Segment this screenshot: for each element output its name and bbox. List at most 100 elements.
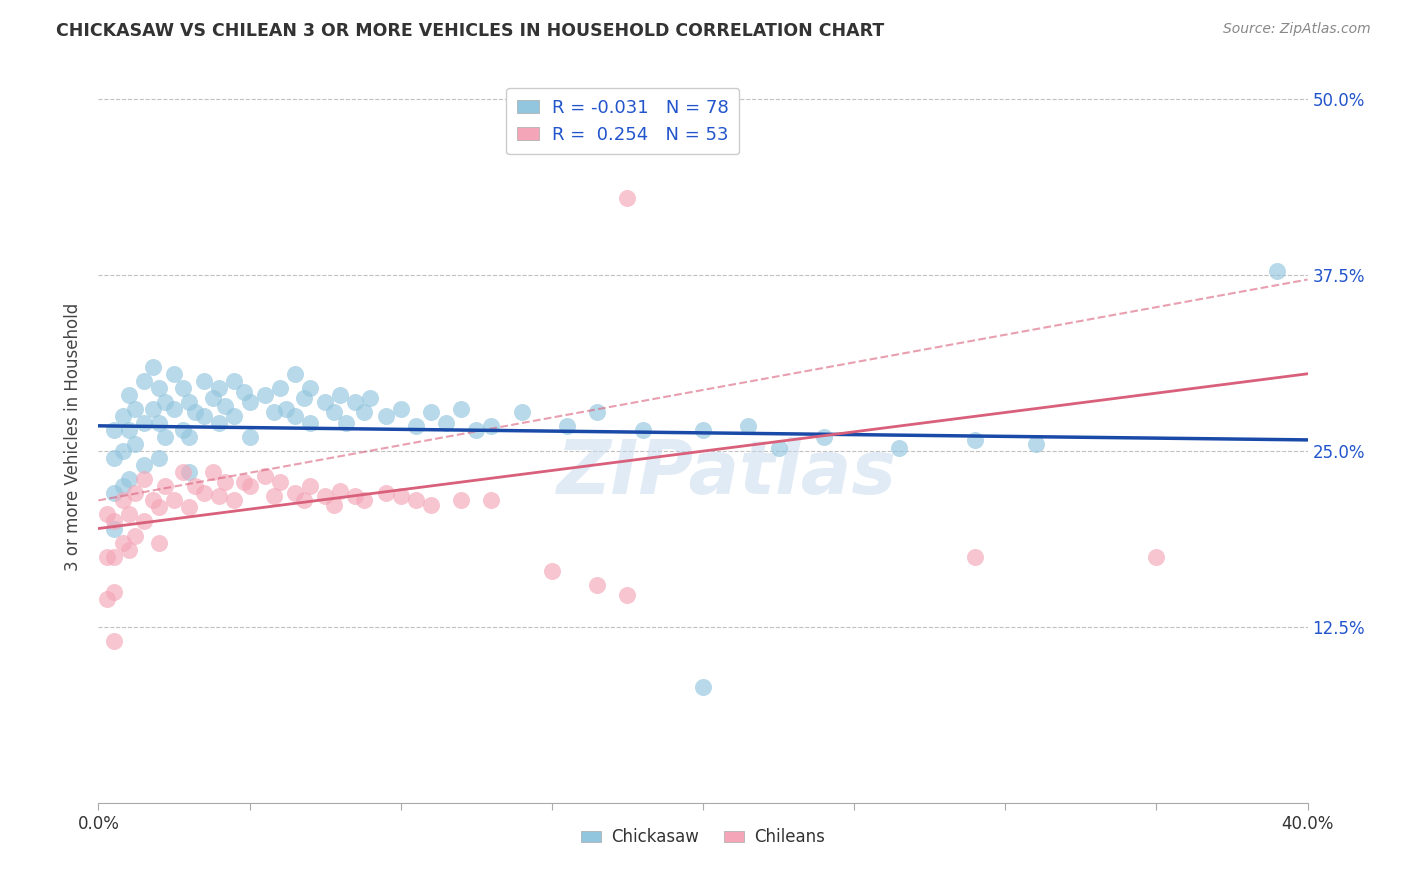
Point <box>465 423 488 437</box>
Point <box>450 493 472 508</box>
Point <box>163 401 186 416</box>
Point <box>118 542 141 557</box>
Point <box>111 444 134 458</box>
Point <box>96 591 118 606</box>
Point <box>132 458 155 473</box>
Point <box>224 374 246 388</box>
Point <box>179 500 201 515</box>
Point <box>124 437 146 451</box>
Point <box>111 535 134 549</box>
Point <box>184 405 207 419</box>
Point <box>103 584 125 599</box>
Point <box>148 535 170 549</box>
Point <box>103 486 125 500</box>
Point <box>163 367 186 381</box>
Point <box>103 451 125 466</box>
Point <box>586 405 609 419</box>
Point <box>692 681 714 695</box>
Point <box>132 472 155 486</box>
Point <box>214 399 236 413</box>
Point <box>631 423 654 437</box>
Point <box>124 528 146 542</box>
Point <box>263 489 285 503</box>
Point <box>132 416 155 430</box>
Point <box>224 409 246 423</box>
Text: ZIPatlas: ZIPatlas <box>557 437 897 510</box>
Point <box>1267 264 1289 278</box>
Point <box>142 401 165 416</box>
Point <box>274 401 297 416</box>
Point <box>118 423 141 437</box>
Point <box>153 430 176 444</box>
Point <box>889 442 911 456</box>
Text: CHICKASAW VS CHILEAN 3 OR MORE VEHICLES IN HOUSEHOLD CORRELATION CHART: CHICKASAW VS CHILEAN 3 OR MORE VEHICLES … <box>56 22 884 40</box>
Point <box>329 388 352 402</box>
Point <box>510 405 533 419</box>
Point <box>179 430 201 444</box>
Point <box>132 374 155 388</box>
Point <box>329 483 352 498</box>
Point <box>193 409 215 423</box>
Point <box>323 498 346 512</box>
Point <box>405 418 427 433</box>
Point <box>263 405 285 419</box>
Point <box>214 475 236 489</box>
Point <box>96 508 118 522</box>
Point <box>323 405 346 419</box>
Point <box>269 381 291 395</box>
Point <box>172 423 194 437</box>
Point <box>965 549 987 564</box>
Point <box>1144 549 1167 564</box>
Text: Source: ZipAtlas.com: Source: ZipAtlas.com <box>1223 22 1371 37</box>
Point <box>481 418 503 433</box>
Point <box>389 401 412 416</box>
Point <box>353 493 375 508</box>
Point <box>360 391 382 405</box>
Point <box>813 430 835 444</box>
Point <box>335 416 357 430</box>
Point <box>737 418 759 433</box>
Point <box>224 493 246 508</box>
Point <box>153 479 176 493</box>
Point <box>148 381 170 395</box>
Point <box>481 493 503 508</box>
Point <box>179 395 201 409</box>
Point <box>142 493 165 508</box>
Point <box>118 508 141 522</box>
Point <box>253 469 276 483</box>
Point <box>434 416 457 430</box>
Point <box>153 395 176 409</box>
Point <box>292 493 315 508</box>
Point <box>299 381 322 395</box>
Point <box>103 521 125 535</box>
Point <box>299 416 322 430</box>
Point <box>405 493 427 508</box>
Point <box>314 395 336 409</box>
Point <box>616 191 638 205</box>
Point <box>420 405 443 419</box>
Point <box>111 409 134 423</box>
Point <box>132 515 155 529</box>
Point <box>118 388 141 402</box>
Point <box>124 401 146 416</box>
Point <box>284 409 307 423</box>
Point <box>374 409 396 423</box>
Point <box>148 416 170 430</box>
Point <box>389 489 412 503</box>
Point <box>111 479 134 493</box>
Point <box>193 486 215 500</box>
Point <box>299 479 322 493</box>
Point <box>239 395 262 409</box>
Point <box>353 405 375 419</box>
Y-axis label: 3 or more Vehicles in Household: 3 or more Vehicles in Household <box>65 303 83 571</box>
Point <box>555 418 578 433</box>
Point <box>202 391 225 405</box>
Legend: Chickasaw, Chileans: Chickasaw, Chileans <box>575 822 831 853</box>
Point <box>142 359 165 374</box>
Point <box>184 479 207 493</box>
Point <box>253 388 276 402</box>
Point <box>103 515 125 529</box>
Point <box>208 489 231 503</box>
Point <box>420 498 443 512</box>
Point <box>118 472 141 486</box>
